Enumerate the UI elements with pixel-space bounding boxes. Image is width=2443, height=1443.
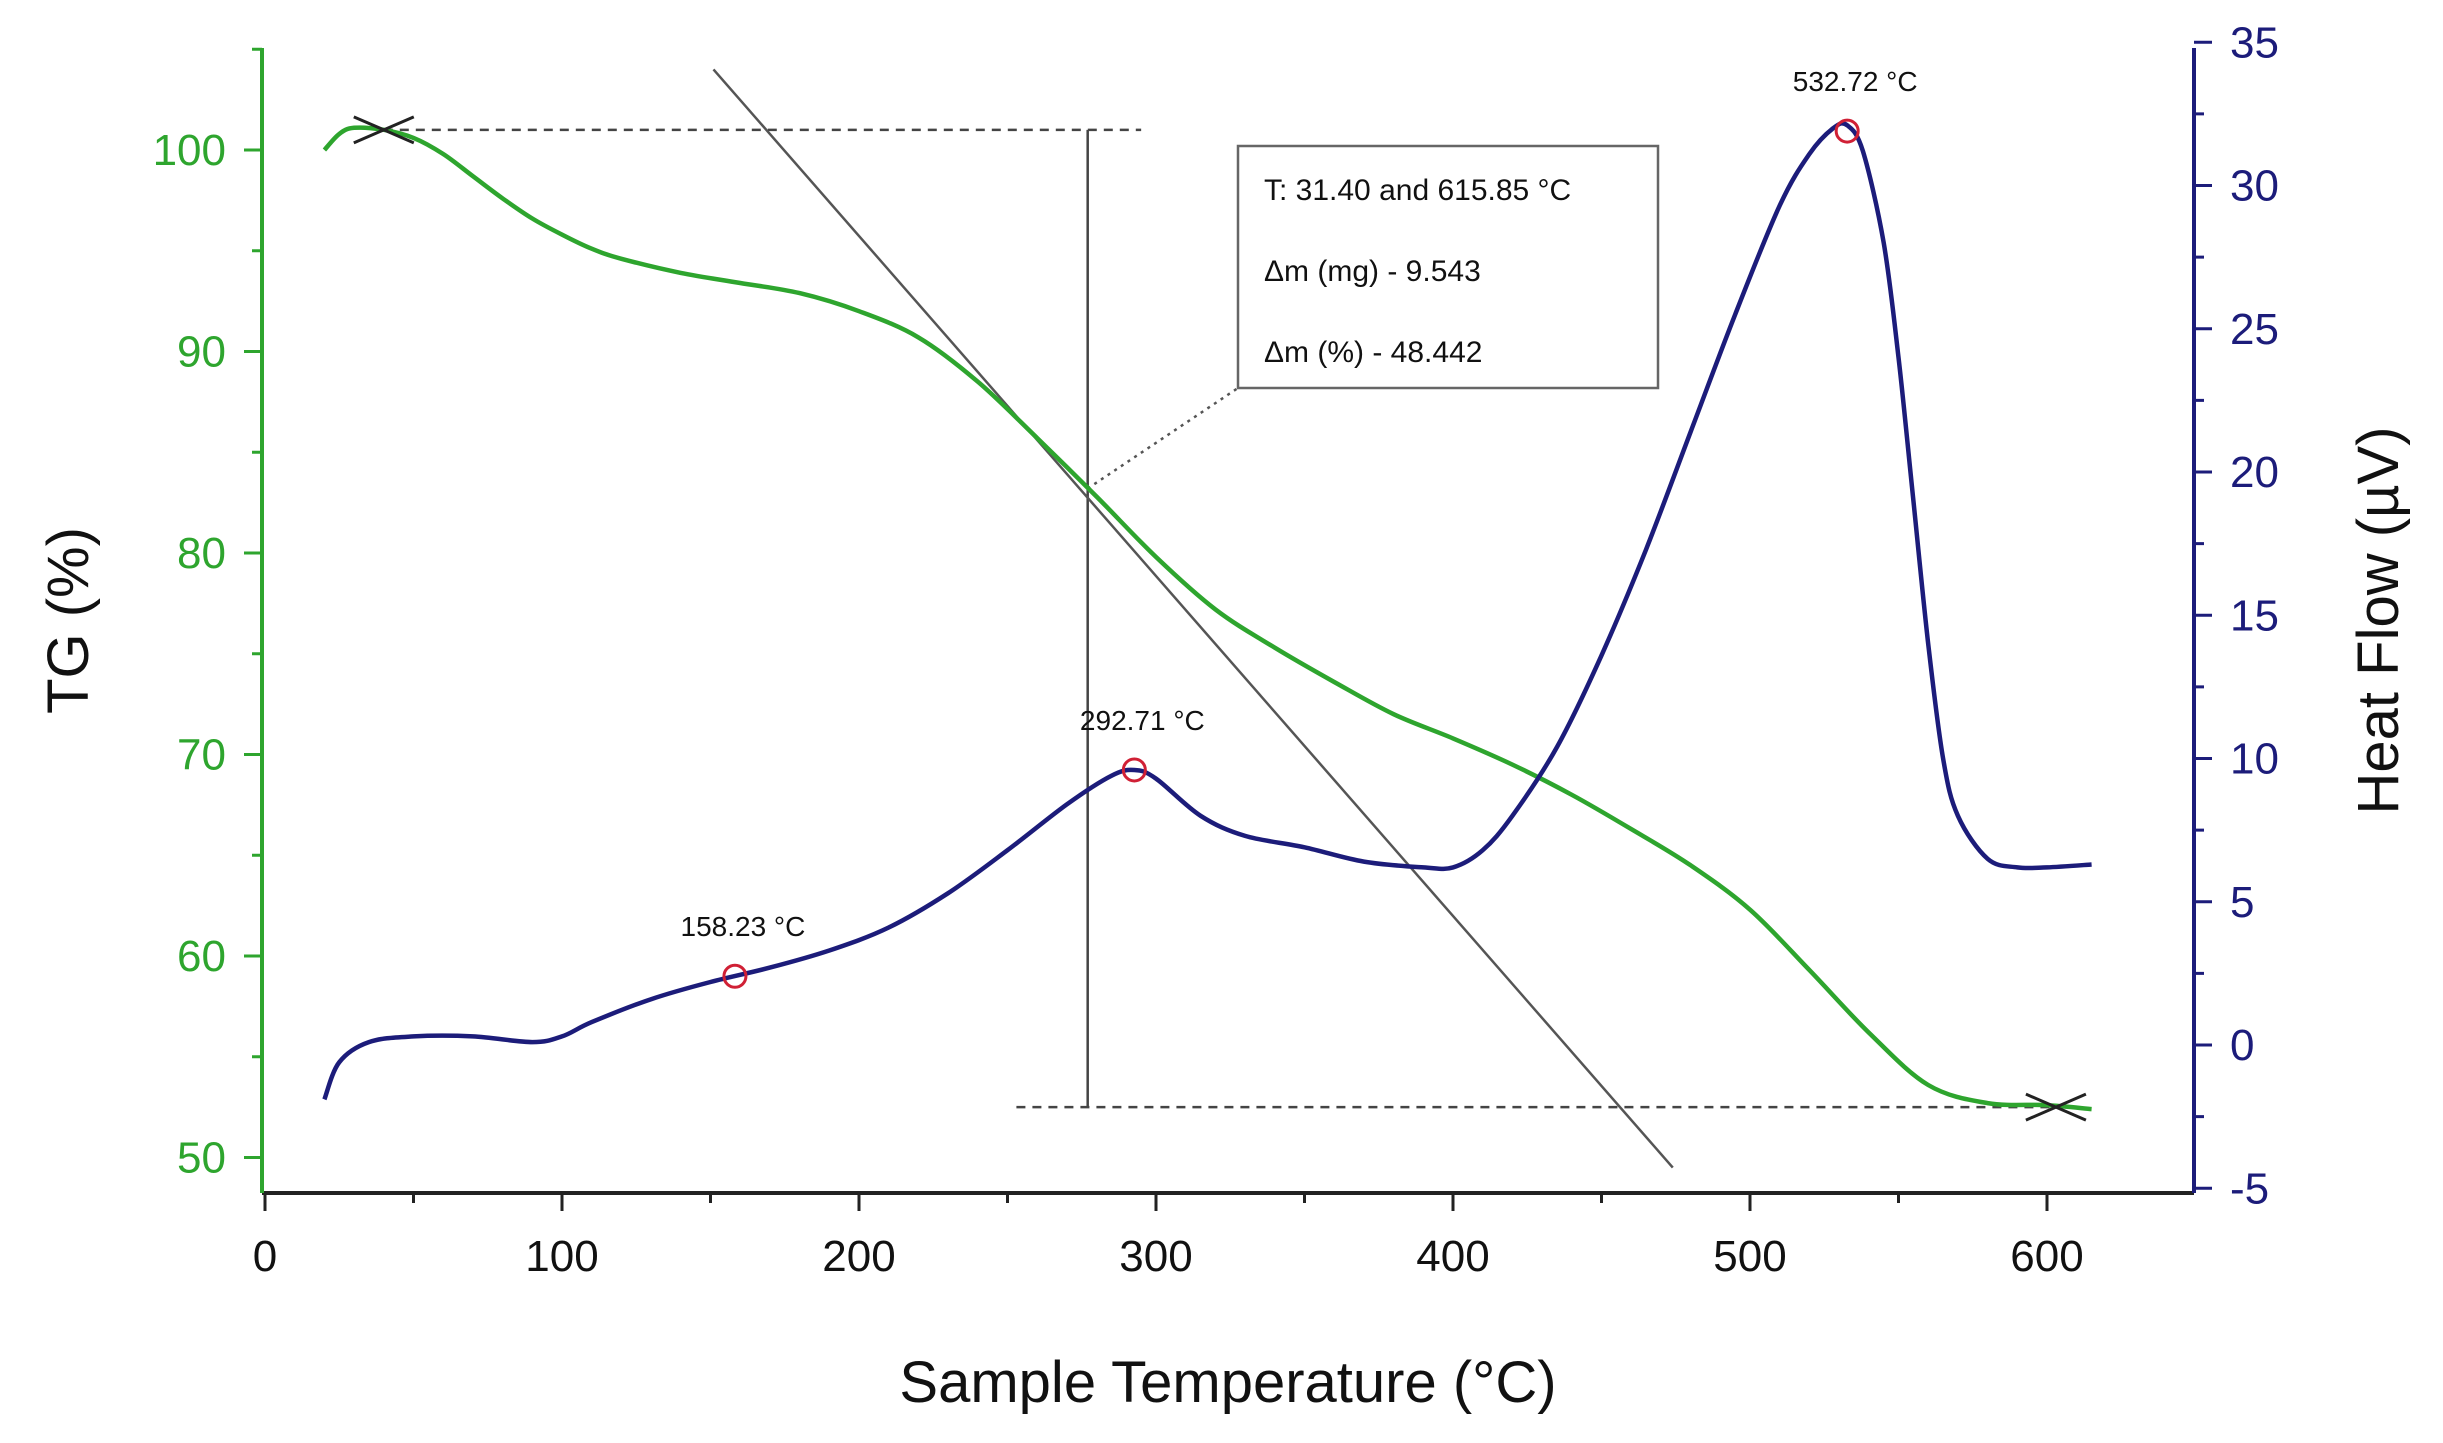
y-right-tick-label-15: 15 bbox=[2230, 591, 2279, 640]
y-right-tick-label-30: 30 bbox=[2230, 162, 2279, 211]
y-right-tick-label-20: 20 bbox=[2230, 448, 2279, 497]
peak-label-3: 532.72 °C bbox=[1793, 66, 1918, 97]
y-left-tick-label-100: 100 bbox=[153, 126, 226, 175]
y-right-tick-label-35: 35 bbox=[2230, 18, 2279, 67]
start-cross-marker bbox=[353, 115, 415, 145]
y-left-tick-label-80: 80 bbox=[177, 529, 226, 578]
y-left-tick-label-70: 70 bbox=[177, 731, 226, 780]
y-right-tick-label--5: -5 bbox=[2230, 1164, 2269, 1213]
mass-loss-info-box: T: 31.40 and 615.85 °C Δm (mg) - 9.543 Δ… bbox=[1236, 144, 1660, 390]
x-axis-title: Sample Temperature (°C) bbox=[899, 1350, 1556, 1415]
y-right-axis-ticks: -5 0 5 10 15 20 25 30 35 bbox=[2194, 18, 2279, 1213]
tg-curve bbox=[322, 125, 2092, 1112]
x-tick-label-500: 500 bbox=[1713, 1232, 1786, 1281]
end-cross-marker bbox=[2025, 1092, 2087, 1122]
y-left-axis-title: TG (%) bbox=[36, 527, 101, 714]
x-tick-label-400: 400 bbox=[1416, 1232, 1489, 1281]
x-tick-label-600: 600 bbox=[2010, 1232, 2083, 1281]
tangent-line bbox=[712, 68, 1674, 1169]
y-left-tick-label-60: 60 bbox=[177, 932, 226, 981]
x-tick-label-300: 300 bbox=[1119, 1232, 1192, 1281]
y-left-tick-label-50: 50 bbox=[177, 1134, 226, 1183]
y-right-axis-title: Heat Flow (µV) bbox=[2346, 427, 2411, 815]
x-tick-label-100: 100 bbox=[525, 1232, 598, 1281]
peak-marker-1 bbox=[722, 963, 748, 989]
peak-marker-2 bbox=[1121, 757, 1147, 783]
heat-flow-curve bbox=[322, 121, 2092, 1101]
callout-leader-line bbox=[1086, 386, 1239, 490]
info-temperature-range: T: 31.40 and 615.85 °C bbox=[1264, 174, 1571, 207]
cross-stroke bbox=[353, 115, 415, 145]
cross-stroke bbox=[2025, 1092, 2087, 1122]
x-axis-ticks: 0 100 200 300 400 500 600 bbox=[253, 1193, 2084, 1281]
peak-marker-3 bbox=[1834, 118, 1860, 144]
info-box-frame bbox=[1236, 144, 1660, 390]
x-tick-label-0: 0 bbox=[253, 1232, 277, 1281]
y-right-tick-label-10: 10 bbox=[2230, 735, 2279, 784]
y-left-axis-ticks: 50 60 70 80 90 100 bbox=[153, 47, 262, 1183]
info-mass-change-pct: Δm (%) - 48.442 bbox=[1264, 336, 1482, 369]
peak-label-1: 158.23 °C bbox=[681, 911, 806, 942]
y-right-tick-label-0: 0 bbox=[2230, 1021, 2254, 1070]
y-right-tick-label-5: 5 bbox=[2230, 878, 2254, 927]
peak-markers: 158.23 °C 292.71 °C 532.72 °C bbox=[681, 66, 1918, 989]
x-tick-label-200: 200 bbox=[822, 1232, 895, 1281]
y-right-tick-label-25: 25 bbox=[2230, 305, 2279, 354]
mass-loss-guides bbox=[383, 68, 2056, 1169]
info-mass-change-mg: Δm (mg) - 9.543 bbox=[1264, 255, 1481, 288]
y-left-tick-label-90: 90 bbox=[177, 328, 226, 377]
peak-label-2: 292.71 °C bbox=[1080, 705, 1205, 736]
mass-loss-endpoints bbox=[353, 115, 2087, 1122]
